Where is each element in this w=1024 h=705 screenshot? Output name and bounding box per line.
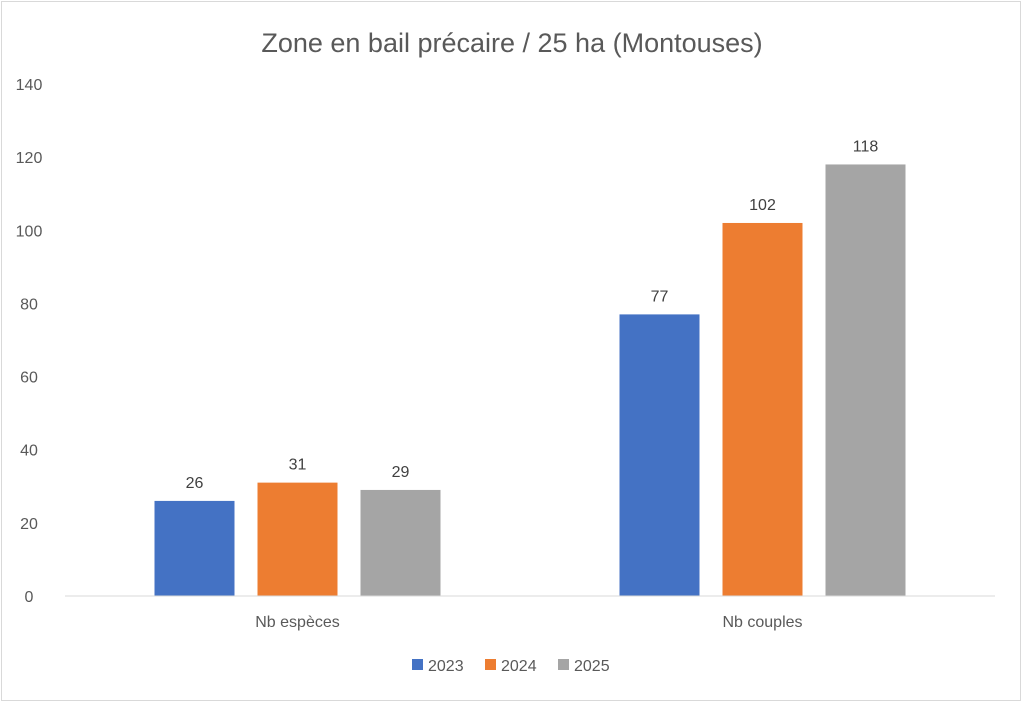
bar-2024 (722, 222, 803, 596)
chart-title: Zone en bail précaire / 25 ha (Montouses… (261, 28, 762, 58)
x-axis: Nb espèces Nb couples (65, 595, 995, 631)
data-label: 102 (749, 197, 776, 214)
bar-2023 (619, 314, 700, 596)
data-label: 31 (289, 457, 307, 474)
y-tick-label: 120 (16, 150, 43, 167)
legend: 2023 2024 2025 (412, 658, 610, 675)
y-tick-label: 40 (20, 443, 38, 460)
y-tick-label: 0 (25, 589, 34, 606)
y-tick-label: 60 (20, 370, 38, 387)
data-label: 118 (853, 138, 879, 155)
data-label: 29 (392, 464, 410, 481)
y-axis: 0 20 40 60 80 100 120 140 (16, 77, 43, 606)
bar-2024 (257, 482, 338, 596)
x-tick-label: Nb couples (722, 614, 802, 631)
legend-label: 2024 (501, 658, 537, 675)
legend-label: 2023 (428, 658, 464, 675)
legend-swatch-2023 (412, 659, 423, 670)
bar-2023 (154, 500, 235, 596)
y-tick-label: 80 (20, 296, 38, 313)
legend-swatch-2025 (558, 659, 569, 670)
legend-swatch-2024 (485, 659, 496, 670)
bar-2025 (825, 164, 906, 596)
data-label: 77 (651, 288, 669, 305)
bars: 26 31 29 77 102 118 (154, 138, 906, 596)
bar-2025 (360, 489, 441, 596)
y-tick-label: 100 (16, 223, 43, 240)
x-tick-label: Nb espèces (255, 614, 340, 631)
legend-label: 2025 (574, 658, 610, 675)
y-tick-label: 140 (16, 77, 43, 94)
y-tick-label: 20 (20, 516, 38, 533)
data-label: 26 (186, 475, 204, 492)
